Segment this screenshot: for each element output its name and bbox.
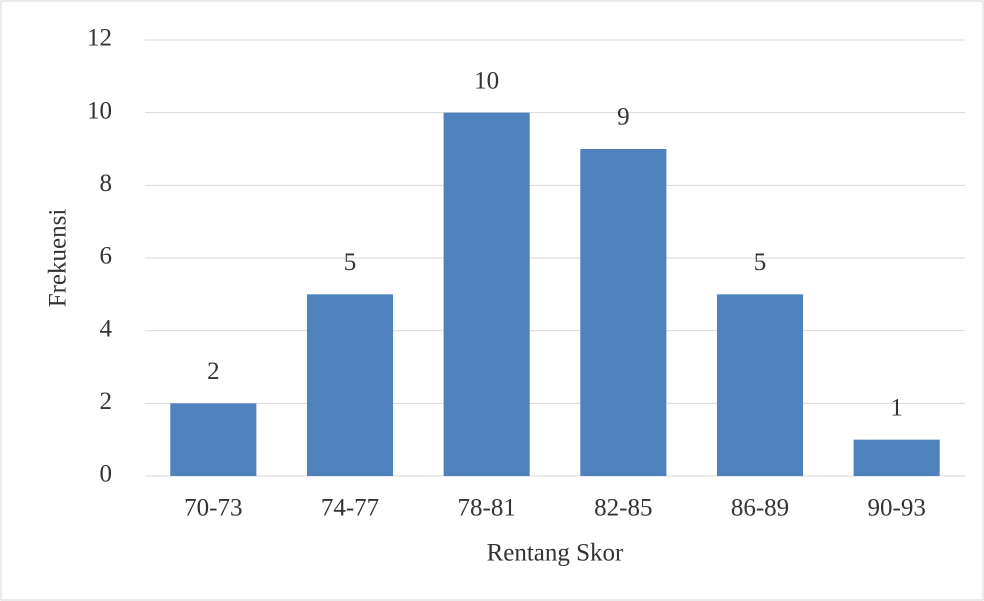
data-label: 5 (754, 249, 767, 276)
bar (580, 149, 667, 476)
data-label: 5 (344, 249, 357, 276)
data-label: 9 (617, 104, 630, 131)
y-tick-label: 6 (100, 243, 113, 270)
bar (853, 439, 940, 476)
bar (170, 403, 257, 476)
y-tick-label: 10 (87, 97, 112, 124)
data-label: 1 (890, 394, 903, 421)
y-tick-label: 4 (100, 315, 113, 342)
x-tick-label: 90-93 (868, 495, 926, 522)
y-tick-label: 8 (100, 170, 113, 197)
x-tick-label: 78-81 (458, 495, 516, 522)
bar (716, 294, 804, 476)
x-axis-label: Rentang Skor (487, 540, 624, 567)
data-label: 2 (207, 358, 220, 385)
y-tick-label: 2 (100, 388, 113, 415)
bar (306, 294, 394, 476)
data-label: 10 (474, 67, 499, 94)
x-tick-label: 86-89 (731, 495, 789, 522)
bar (443, 112, 530, 477)
x-tick-label: 74-77 (321, 495, 379, 522)
x-tick-label: 82-85 (594, 495, 652, 522)
y-tick-label: 0 (100, 461, 113, 488)
y-axis-label: Frekuensi (45, 209, 72, 308)
x-tick-label: 70-73 (184, 495, 242, 522)
y-tick-label: 12 (87, 25, 112, 52)
